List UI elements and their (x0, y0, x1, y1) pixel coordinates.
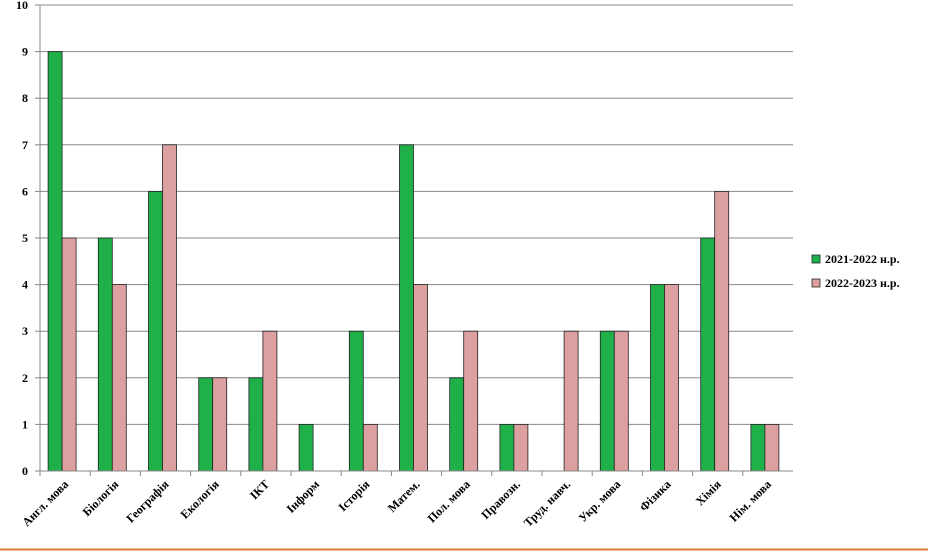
bar (563, 330, 579, 472)
bar (399, 144, 414, 472)
y-tick-label: 6 (22, 184, 28, 198)
bar (664, 284, 679, 472)
bar (61, 237, 77, 472)
bar (111, 284, 127, 472)
y-tick-label: 9 (22, 45, 28, 59)
bar (198, 377, 214, 472)
bar (764, 423, 780, 472)
bar (362, 423, 378, 472)
bar (298, 423, 314, 472)
bar (449, 377, 465, 472)
bar (650, 284, 665, 472)
bar (463, 330, 479, 472)
bar (714, 190, 730, 472)
legend-label: 2022-2023 н.р. (825, 276, 900, 290)
y-tick-label: 8 (22, 91, 28, 105)
y-tick-label: 0 (22, 464, 28, 478)
bar (97, 237, 113, 472)
bar (148, 190, 163, 472)
bar (348, 330, 364, 472)
bar (750, 423, 766, 472)
legend-swatch (811, 254, 821, 264)
y-tick-label: 2 (22, 371, 28, 385)
bar (47, 51, 63, 472)
bar (413, 284, 428, 472)
y-tick-label: 3 (22, 324, 28, 338)
bar (262, 330, 278, 472)
bar (499, 423, 515, 472)
y-tick-label: 1 (22, 417, 28, 431)
y-tick-label: 7 (22, 138, 28, 152)
bar (700, 237, 716, 472)
y-tick-label: 4 (22, 278, 28, 292)
bar (248, 377, 264, 472)
y-tick-label: 10 (16, 0, 28, 12)
bar (162, 144, 177, 472)
legend-label: 2021-2022 н.р. (825, 252, 900, 266)
y-tick-label: 5 (22, 231, 28, 245)
bar (212, 377, 228, 472)
bar (599, 330, 615, 472)
legend-swatch (811, 278, 821, 288)
bar (613, 330, 629, 472)
bar (513, 423, 529, 472)
